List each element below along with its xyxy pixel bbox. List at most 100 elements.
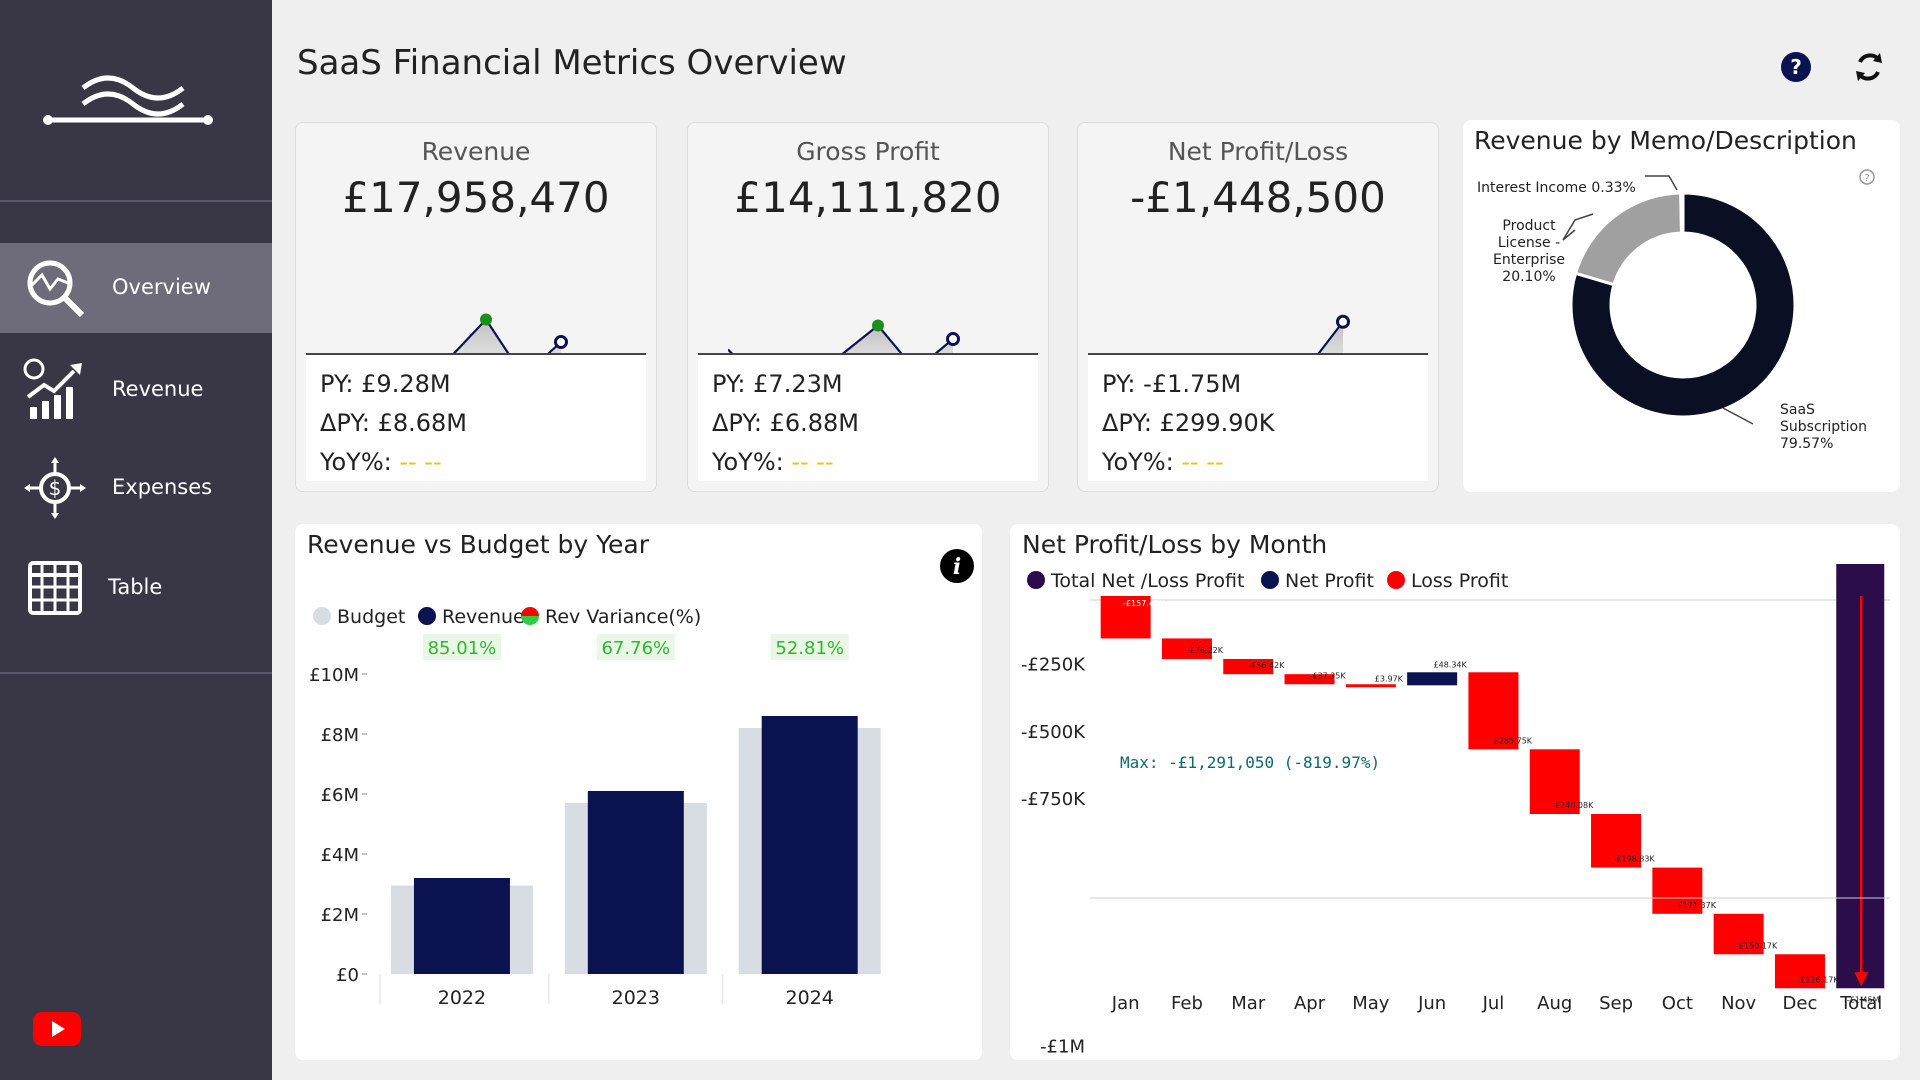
sidebar: Overview Revenue $ Expenses <box>0 0 272 1080</box>
info-icon[interactable]: i <box>939 548 975 584</box>
data-label: -£198.83K <box>1613 855 1655 864</box>
loss-bar[interactable] <box>1591 814 1642 868</box>
kpi-dpy-row: ΔPY: £8.68M <box>320 409 467 437</box>
kpi-py-row: PY: -£1.75M <box>1102 370 1242 398</box>
youtube-icon[interactable] <box>33 1012 81 1046</box>
kpi-value: -£1,448,500 <box>1130 173 1386 222</box>
brand-logo <box>43 75 213 125</box>
x-tick-label: Mar <box>1231 993 1266 1014</box>
kpi-dpy-row: ΔPY: £6.88M <box>712 409 859 437</box>
revenue-vs-budget-card: £0 £2M £4M £6M £8M £10M 2022 85.01% 2023 67.76% 2… <box>295 524 982 1060</box>
svg-text:i: i <box>953 554 961 580</box>
loss-bar[interactable] <box>1713 913 1764 955</box>
kpi-dpy: £299.90K <box>1159 409 1275 437</box>
donut-label-saas-1: SaaS <box>1780 402 1815 418</box>
kpi-value: £14,111,820 <box>734 173 1002 222</box>
revenue-bar[interactable] <box>587 791 684 974</box>
kpi-py: -£1.75M <box>1143 370 1242 398</box>
donut-label-product-3: Enterprise <box>1493 252 1565 268</box>
kpi-title: Gross Profit <box>796 137 940 166</box>
donut-label-product-4: 20.10% <box>1502 269 1555 285</box>
y-tick-label: -£1M <box>1040 1037 1085 1058</box>
y-tick-label: -£500K <box>1021 722 1086 743</box>
y-tick-label: £2M <box>321 905 359 926</box>
x-tick-label: 2022 <box>438 987 486 1009</box>
loss-bar[interactable] <box>1468 672 1519 750</box>
data-label: -£171.37K <box>1675 901 1717 910</box>
loss-bar[interactable] <box>1284 674 1335 685</box>
chart-title: Net Profit/Loss by Month <box>1022 530 1328 559</box>
kpi-card-revenue: Revenue £17,958,470 PY: £9.28M ΔPY: £8.6… <box>295 122 657 492</box>
svg-text:$: $ <box>49 476 62 500</box>
loss-bar[interactable] <box>1774 954 1825 989</box>
kpi-title: Revenue <box>421 137 531 166</box>
y-tick-label: £10M <box>309 665 359 686</box>
x-tick-label: Jun <box>1417 993 1446 1014</box>
kpi-py: £9.28M <box>361 370 451 398</box>
data-label: -£56.42K <box>1248 661 1285 670</box>
kpi-title: Net Profit/Loss <box>1167 137 1349 166</box>
kpi-py-row: PY: £9.28M <box>320 370 451 398</box>
data-label: -£285.75K <box>1491 736 1533 745</box>
variance-label-bg <box>422 634 501 660</box>
kpi-dpy: £8.68M <box>377 409 467 437</box>
kpi-yoy: -- -- <box>399 448 442 476</box>
revenue-vs-budget-chart: £0 £2M £4M £6M £8M £10M 2022 85.01% 2023 67.76% 2… <box>309 606 881 1009</box>
x-tick-label: May <box>1352 993 1390 1014</box>
sidebar-item-revenue[interactable]: Revenue <box>0 345 272 435</box>
donut-title: Revenue by Memo/Description <box>1474 126 1857 155</box>
loss-bar[interactable] <box>1161 638 1212 659</box>
svg-text:?: ? <box>1864 173 1869 184</box>
donut-label-saas-3: 79.57% <box>1780 436 1833 452</box>
donut-slice[interactable] <box>1573 191 1684 287</box>
donut-label-saas-2: Subscription <box>1780 419 1867 435</box>
y-tick-label: £8M <box>321 725 359 746</box>
page-title: SaaS Financial Metrics Overview <box>297 43 847 83</box>
help-icon[interactable]: ? <box>1779 50 1813 84</box>
kpi-py-row: PY: £7.23M <box>712 370 843 398</box>
kpi-footer: PY: £9.28M ΔPY: £8.68M YoY%: -- -- <box>306 353 646 481</box>
donut-label-product-1: Product <box>1502 218 1556 234</box>
loss-bar[interactable] <box>1529 749 1580 815</box>
loss-bar[interactable] <box>1223 658 1274 675</box>
x-tick-label: Oct <box>1662 993 1693 1014</box>
x-tick-label: Jul <box>1482 993 1505 1014</box>
kpi-py: £7.23M <box>753 370 843 398</box>
refresh-icon[interactable] <box>1852 50 1886 84</box>
variance-label-bg <box>596 634 675 660</box>
kpi-yoy-row: YoY%: -- -- <box>712 448 834 476</box>
profit-bar[interactable] <box>1407 672 1458 686</box>
sidebar-item-expenses[interactable]: $ Expenses <box>0 443 272 533</box>
kpi-footer: PY: -£1.75M ΔPY: £299.90K YoY%: -- -- <box>1088 353 1428 481</box>
sidebar-item-label: Overview <box>112 275 211 299</box>
sparkline-max-point <box>872 319 884 332</box>
loss-bar[interactable] <box>1345 684 1396 688</box>
variance-label: 67.76% <box>601 638 670 659</box>
data-label: £3.97K <box>1375 674 1404 683</box>
y-tick-label: £4M <box>321 845 359 866</box>
donut-slice[interactable] <box>1569 191 1797 419</box>
kpi-dpy: £6.88M <box>769 409 859 437</box>
variance-label: 52.81% <box>775 638 844 659</box>
sidebar-item-label: Revenue <box>112 377 204 401</box>
revenue-bar[interactable] <box>761 716 858 974</box>
data-label: £48.34K <box>1434 660 1468 669</box>
sidebar-item-table[interactable]: Table <box>0 543 272 633</box>
sidebar-item-label: Expenses <box>112 475 213 499</box>
loss-bar[interactable] <box>1652 867 1703 914</box>
legend-total-swatch <box>1027 571 1045 589</box>
variance-label: 85.01% <box>428 638 497 659</box>
kpi-yoy: -- -- <box>791 448 834 476</box>
revenue-bar[interactable] <box>413 878 510 974</box>
kpi-yoy: -- -- <box>1181 448 1224 476</box>
info-icon[interactable] <box>1859 169 1875 185</box>
max-annotation: Max: -£1,291,050 (-819.97%) <box>1120 753 1380 772</box>
donut-slice[interactable] <box>1679 191 1685 235</box>
sidebar-item-overview[interactable]: Overview <box>0 243 272 333</box>
x-tick-label: 2023 <box>612 987 660 1009</box>
x-tick-label: Feb <box>1171 993 1203 1014</box>
loss-bar[interactable] <box>1100 596 1151 639</box>
data-label: -£240.08K <box>1552 801 1594 810</box>
kpi-yoy-row: YoY%: -- -- <box>320 448 442 476</box>
legend-loss: Loss Profit <box>1411 570 1508 592</box>
